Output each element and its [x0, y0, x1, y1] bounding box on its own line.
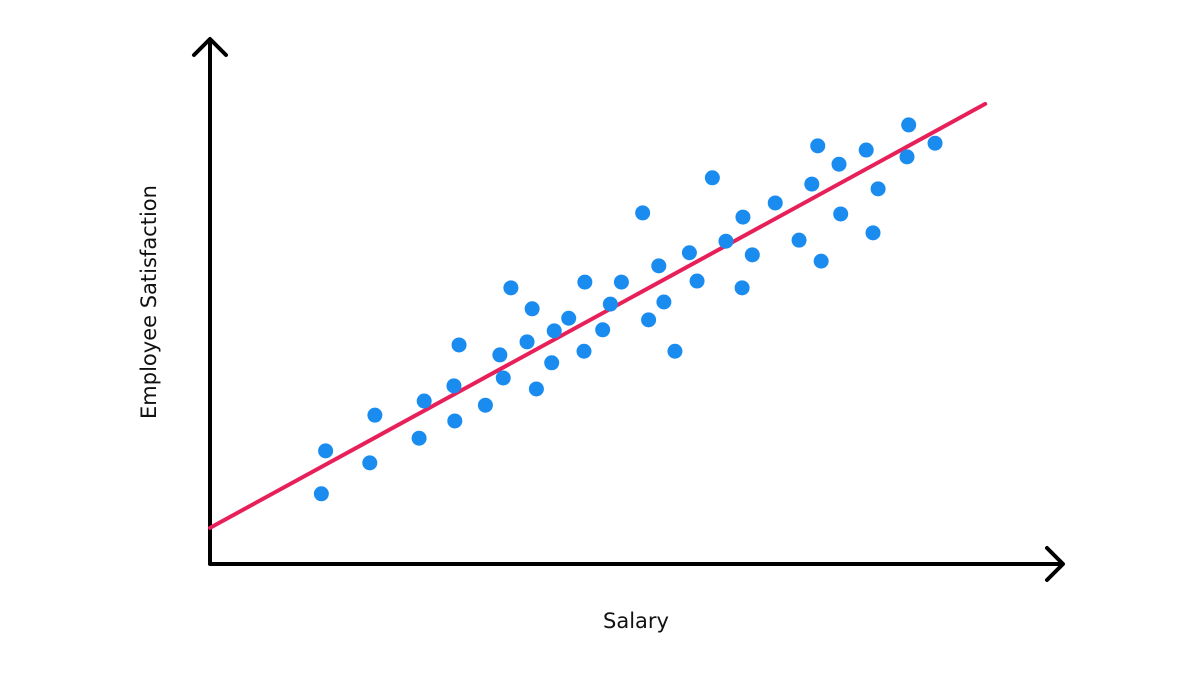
data-point — [791, 232, 807, 248]
data-point — [651, 258, 667, 274]
data-point — [870, 181, 886, 197]
data-point — [613, 274, 629, 290]
data-point — [899, 149, 915, 165]
data-point — [318, 443, 334, 459]
data-point — [595, 322, 611, 338]
data-point — [833, 206, 849, 222]
data-point — [546, 323, 562, 339]
data-point — [495, 370, 511, 386]
data-point — [576, 343, 592, 359]
data-point — [718, 233, 734, 249]
data-point — [641, 312, 657, 328]
data-point — [681, 245, 697, 261]
data-point — [858, 142, 874, 158]
data-point — [416, 393, 432, 409]
data-point — [446, 378, 462, 394]
y-axis-arrow — [192, 37, 228, 57]
data-point — [544, 355, 560, 371]
data-point — [367, 407, 383, 423]
x-axis-label: Salary — [603, 609, 669, 633]
data-point — [492, 347, 508, 363]
data-point — [831, 156, 847, 172]
data-point — [813, 253, 829, 269]
data-point — [901, 117, 917, 133]
data-point — [689, 273, 705, 289]
data-point — [744, 247, 760, 263]
data-point — [503, 280, 519, 296]
data-point — [524, 301, 540, 317]
data-point — [362, 455, 378, 471]
data-point — [704, 170, 720, 186]
data-point — [810, 138, 826, 154]
axis-lines — [208, 42, 1064, 566]
data-point — [865, 225, 881, 241]
data-point — [451, 337, 467, 353]
data-point — [313, 486, 329, 502]
data-point — [667, 343, 683, 359]
data-point — [804, 176, 820, 192]
data-point — [477, 397, 493, 413]
data-point — [577, 274, 593, 290]
trend-line — [208, 101, 988, 530]
y-axis-label: Employee Satisfaction — [137, 185, 161, 419]
data-point — [561, 310, 577, 326]
axes — [192, 37, 1065, 582]
data-point — [635, 205, 651, 221]
data-point — [411, 430, 427, 446]
x-axis-arrow — [1045, 546, 1065, 582]
data-point — [602, 296, 618, 312]
data-point — [528, 381, 544, 397]
data-point — [927, 135, 943, 151]
data-point — [519, 334, 535, 350]
data-point — [735, 209, 751, 225]
data-point — [734, 280, 750, 296]
data-point — [767, 195, 783, 211]
data-point — [447, 413, 463, 429]
data-point — [656, 294, 672, 310]
